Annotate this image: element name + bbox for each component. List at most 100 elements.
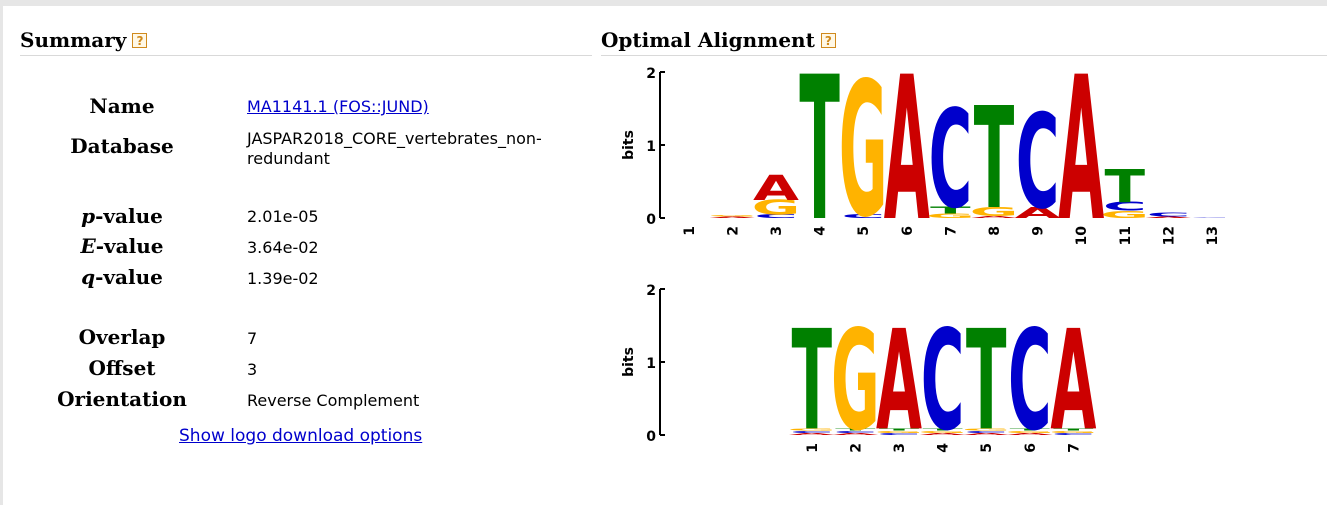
evalue-label-rest: -value [95, 234, 164, 258]
qvalue-value: 1.39e-02 [247, 269, 319, 288]
alignment-heading: Optimal Alignment ? [601, 28, 836, 52]
top-border [0, 0, 1327, 6]
alignment-help-icon[interactable]: ? [820, 32, 836, 48]
logo-letter-c: C [754, 213, 798, 219]
logo-column: A [884, 58, 930, 248]
query-motif-logo: 012bitsACGT1ACTG2CGTA3AGTC4ACGT5AGTC6CGT… [621, 283, 1098, 462]
logo-column: CG [839, 58, 888, 248]
logo-letter-g: G [831, 301, 880, 462]
logo-letter-a: A [1145, 216, 1192, 218]
logo-letter-t: T [922, 428, 963, 431]
logo-letter-a: A [753, 168, 799, 208]
overlap-value: 7 [247, 329, 258, 348]
logo-letter-c: C [964, 430, 1008, 433]
name-label: Name [89, 94, 155, 118]
logo-letter-c: C [929, 81, 973, 239]
logo-letter-a: A [709, 216, 756, 218]
logo-letter-a: A [1058, 58, 1104, 248]
pvalue-label: p-value [60, 204, 184, 228]
logo-column: GTC [926, 81, 975, 239]
database-label: Database [70, 134, 174, 158]
summary-heading: Summary ? [20, 28, 148, 52]
logo-letter-g: G [708, 215, 757, 217]
left-border [0, 6, 3, 505]
x-tick-label: 2 [848, 443, 864, 453]
x-tick-label: 2 [725, 226, 741, 236]
summary-help-icon[interactable]: ? [132, 32, 148, 48]
logo-letter-c: C [921, 301, 965, 462]
pvalue-label-italic: p [81, 204, 96, 228]
logo-letter-a: A [971, 215, 1018, 218]
logo-letter-a: A [1015, 205, 1062, 222]
pvalue-label-rest: -value [95, 204, 163, 228]
logo-letter-g: G [1005, 430, 1054, 433]
pvalue-value: 2.01e-05 [247, 207, 319, 226]
y-tick-label: 0 [646, 212, 656, 228]
logo-column: A [1058, 58, 1104, 248]
qvalue-label-italic: q [81, 265, 96, 289]
overlap-label: Overlap [78, 325, 166, 349]
x-tick-label: 3 [769, 226, 785, 236]
logo-letter-t: T [799, 58, 840, 248]
logo-letter-g: G [1100, 209, 1149, 221]
database-value: JASPAR2018_CORE_vertebrates_non-redundan… [247, 129, 542, 168]
logo-letter-a: A [884, 58, 930, 248]
logo-letter-t: T [792, 301, 833, 462]
logo-letter-c: C [1008, 301, 1052, 462]
x-tick-label: 5 [856, 226, 872, 236]
x-tick-label: 3 [892, 443, 908, 453]
logo-letter-c: C [877, 432, 921, 435]
logo-letter-c: C [834, 430, 878, 433]
logo-letter-c: C [1052, 432, 1096, 435]
x-tick-label: 6 [1023, 443, 1039, 453]
logo-letter-t: T [1053, 428, 1094, 431]
logo-letter-t: T [1105, 161, 1146, 213]
logo-column: C [1190, 217, 1225, 218]
logo-letter-c: C [1103, 200, 1147, 214]
qvalue-label-rest: -value [95, 265, 163, 289]
logo-letter-g: G [962, 428, 1011, 431]
logo-letter-t: T [1010, 428, 1051, 431]
logo-letter-c: C [1147, 212, 1191, 218]
y-axis-label: bits [621, 347, 637, 377]
logo-letter-t: T [835, 428, 876, 431]
logo-letter-a: A [789, 432, 836, 435]
logo-letter-g: G [926, 212, 975, 219]
logo-letter-a: A [920, 432, 967, 435]
alignment-title: Optimal Alignment [601, 28, 815, 52]
y-tick-label: 2 [646, 66, 656, 82]
x-tick-label: 7 [943, 226, 959, 236]
logo-letter-c: C [790, 430, 834, 433]
x-tick-label: 4 [813, 226, 829, 236]
logo-letter-g: G [1049, 430, 1098, 433]
motif-name-link[interactable]: MA1141.1 (FOS::JUND) [247, 97, 429, 116]
x-tick-label: 5 [979, 443, 995, 453]
x-tick-label: 6 [900, 226, 916, 236]
offset-label: Offset [88, 356, 156, 380]
x-tick-label: 1 [805, 443, 821, 453]
orientation-value: Reverse Complement [247, 391, 420, 410]
x-tick-label: 13 [1205, 226, 1221, 245]
x-tick-label: 9 [1031, 226, 1047, 236]
logo-column: CGA [752, 168, 801, 219]
logo-column: AC [1145, 212, 1192, 219]
y-axis-label: bits [621, 130, 637, 160]
x-tick-label: 12 [1161, 226, 1177, 245]
y-tick-label: 1 [646, 356, 656, 372]
alignment-divider [601, 55, 1327, 56]
summary-title: Summary [20, 28, 127, 52]
show-logo-download-options-link[interactable]: Show logo download options [179, 426, 423, 446]
offset-value: 3 [247, 360, 258, 379]
logo-letter-g: G [918, 430, 967, 433]
evalue-label: E-value [60, 234, 184, 258]
logo-letter-g: G [787, 428, 836, 431]
qvalue-label: q-value [60, 265, 184, 289]
x-tick-label: 4 [936, 443, 952, 453]
